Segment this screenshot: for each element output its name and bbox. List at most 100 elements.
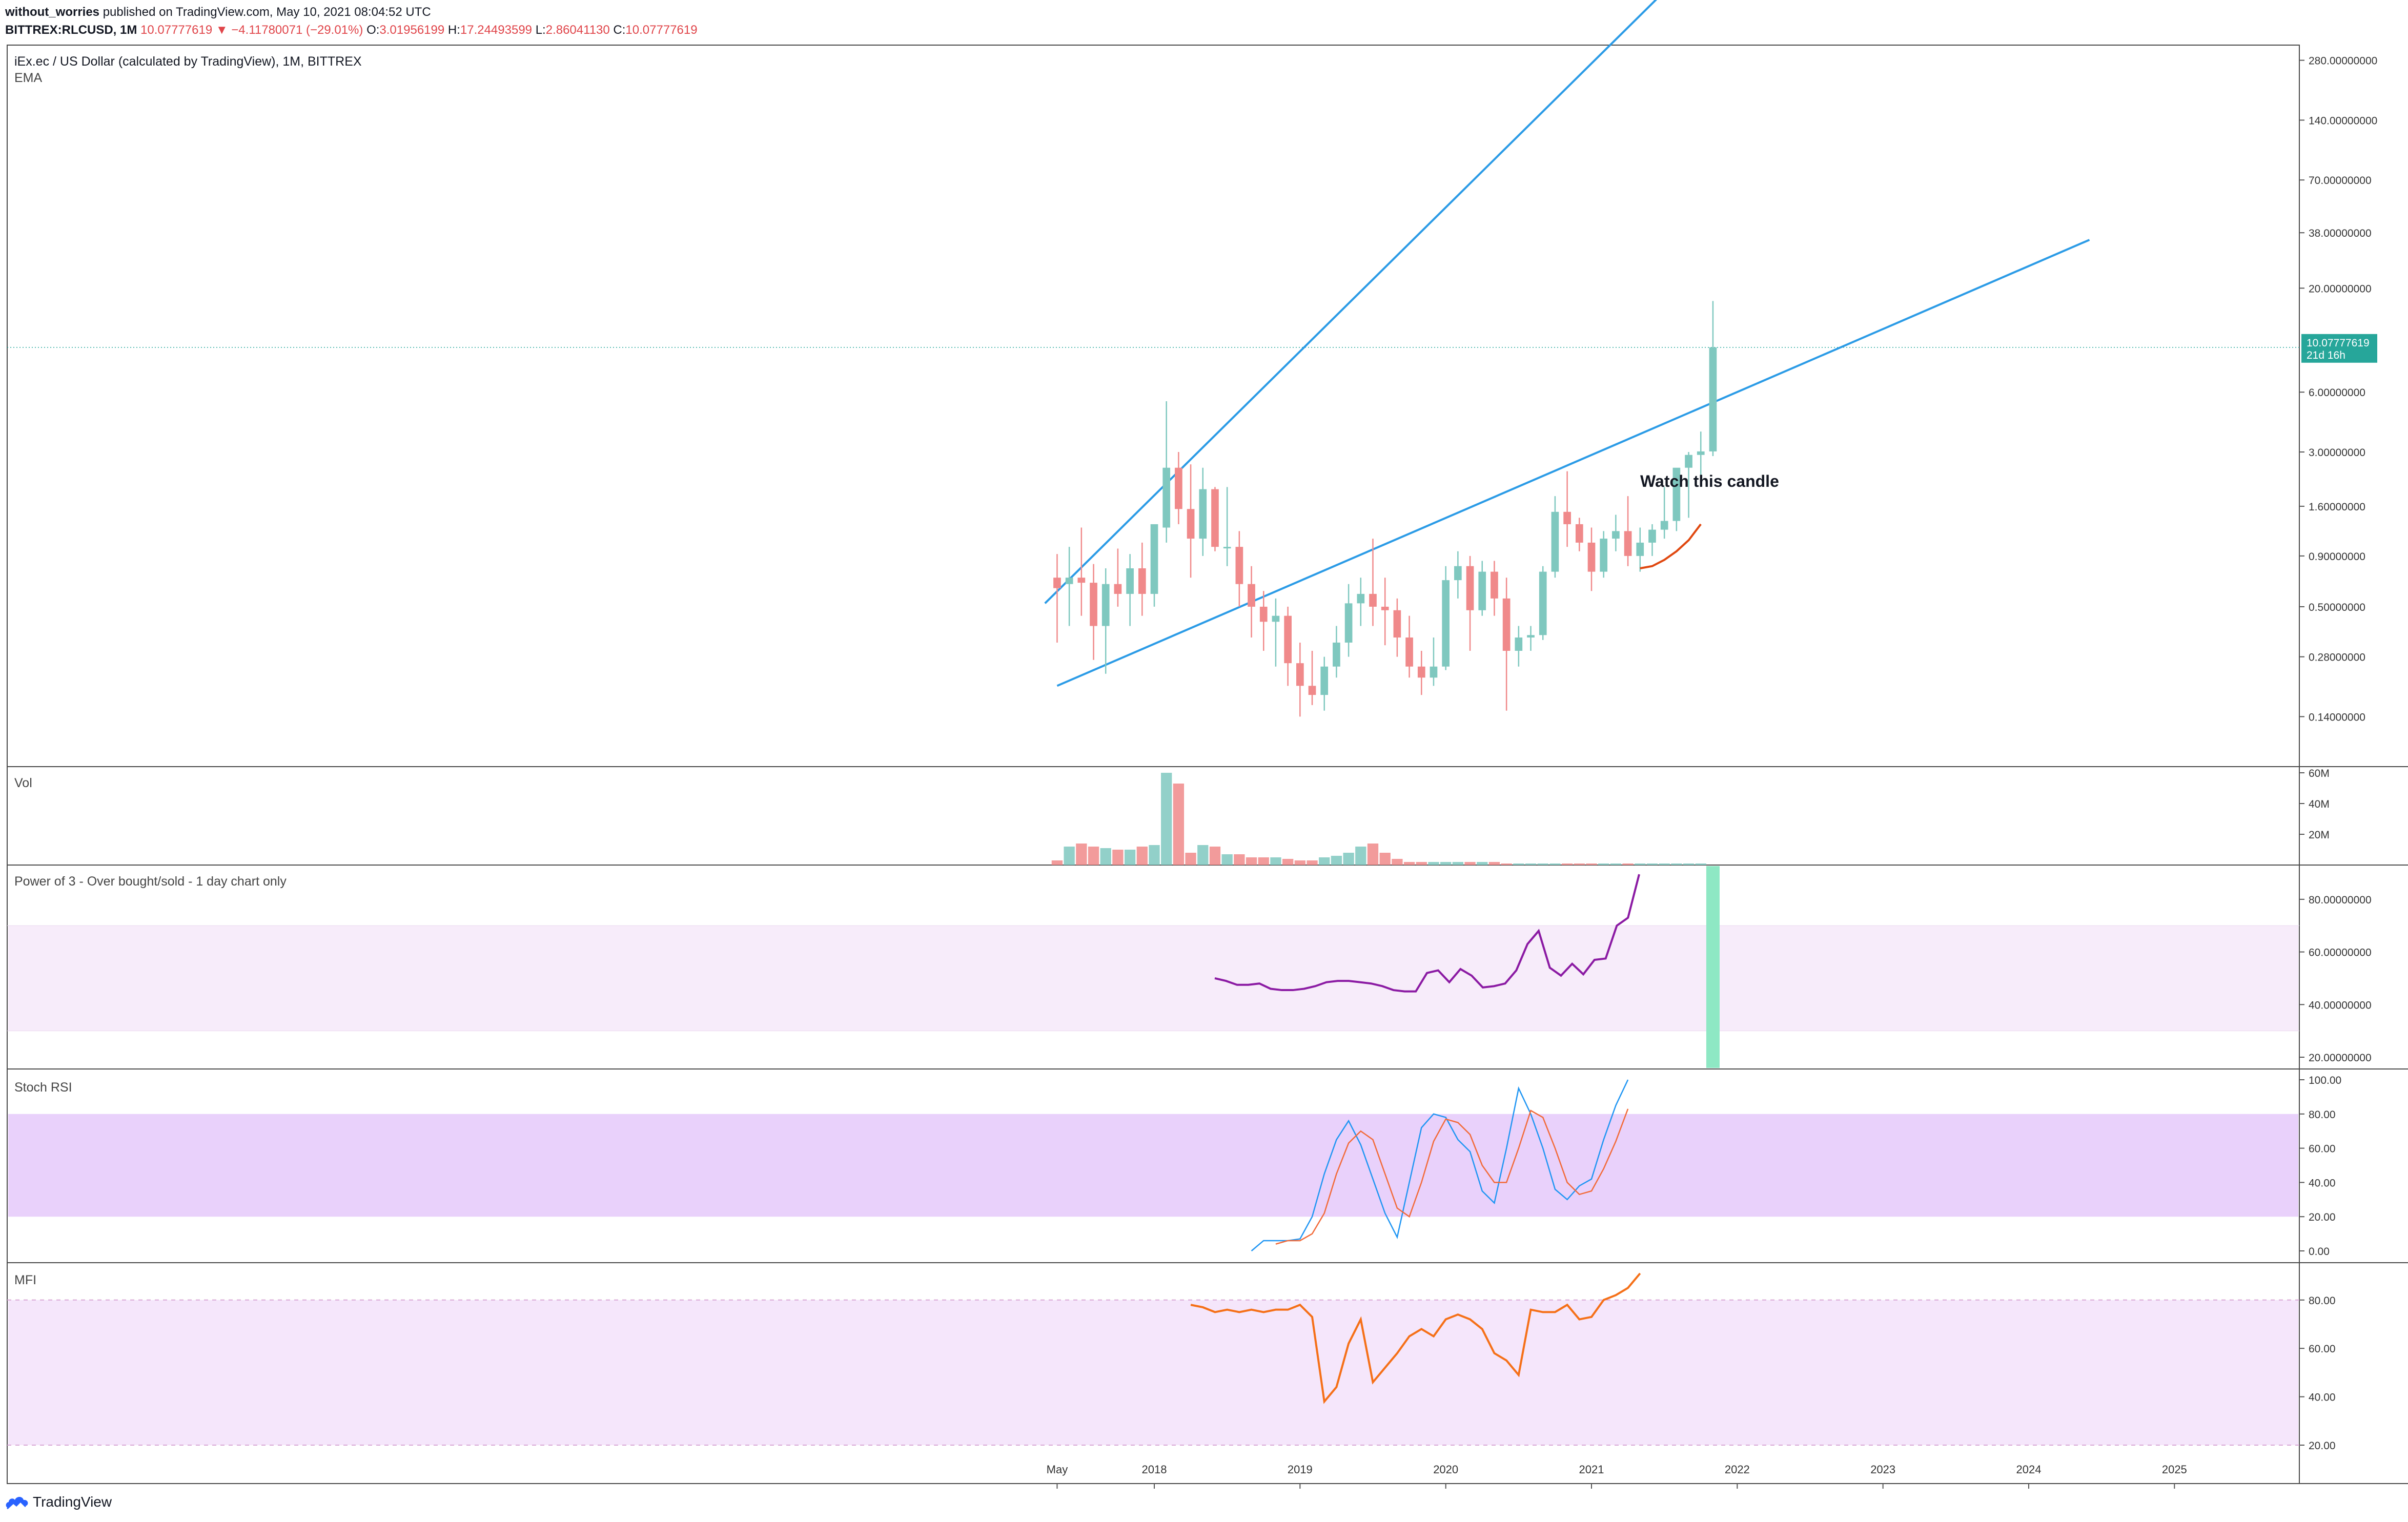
mfi-line — [1190, 1272, 1641, 1404]
candle-body — [1393, 610, 1401, 638]
price-change: −4.11780071 (−29.01%) — [231, 23, 363, 37]
candle-body — [1296, 663, 1304, 686]
vol-tick-label: 20M — [2309, 829, 2330, 841]
volume-bar — [1331, 856, 1342, 865]
volume-bar — [1683, 863, 1695, 865]
close-value: 10.07777619 — [625, 23, 698, 37]
candle-body — [1150, 524, 1158, 594]
candle-body — [1587, 542, 1596, 572]
candle-body — [1466, 566, 1474, 610]
price-tick-label: 20.00000000 — [2309, 283, 2372, 295]
volume-bar — [1464, 862, 1476, 865]
power3-tick-label: 80.00000000 — [2309, 894, 2372, 906]
volume-bar — [1258, 857, 1269, 865]
stoch-line-d — [1275, 1108, 1629, 1245]
volume-bar — [1379, 853, 1391, 865]
publish-info: published on TradingView.com, May 10, 20… — [103, 5, 431, 19]
mfi-tick-label: 20.00 — [2309, 1440, 2336, 1452]
mfi-band — [8, 1300, 2298, 1445]
candle-body — [1515, 637, 1523, 651]
chart-header: without_worries published on TradingView… — [5, 3, 698, 39]
price-tick-label: 0.14000000 — [2309, 711, 2365, 723]
candle-body — [1502, 598, 1511, 651]
price-tick-label: 1.60000000 — [2309, 501, 2365, 513]
volume-bar — [1136, 847, 1148, 865]
candle-body — [1259, 606, 1268, 622]
volume-bar — [1100, 848, 1111, 865]
volume-bar — [1477, 862, 1488, 865]
candle-body — [1357, 593, 1365, 604]
stoch-tick-label: 40.00 — [2309, 1177, 2336, 1189]
candle-body — [1685, 455, 1692, 468]
vol-tick-label: 60M — [2309, 768, 2330, 779]
candle-body — [1527, 635, 1535, 638]
mfi-tick-label: 60.00 — [2309, 1343, 2336, 1355]
candle-body — [1344, 603, 1353, 643]
volume-bar — [1088, 847, 1099, 865]
volume-bar — [1574, 863, 1585, 865]
volume-bar — [1294, 860, 1305, 865]
candle-body — [1114, 584, 1122, 594]
volume-bar — [1695, 863, 1706, 865]
volume-bar — [1635, 863, 1646, 865]
volume-bar — [1525, 863, 1537, 865]
stoch-rsi-pane-title: Stoch RSI — [14, 1080, 72, 1095]
volume-bar — [1209, 847, 1221, 865]
candle-body — [1575, 524, 1583, 543]
time-tick-label: 2021 — [1579, 1463, 1604, 1476]
volume-bar — [1221, 854, 1233, 865]
time-tick-label: May — [1047, 1463, 1068, 1476]
candle-body — [1491, 571, 1498, 599]
candle-body — [1636, 542, 1644, 556]
time-tick-label: 2018 — [1142, 1463, 1167, 1476]
power3-tick-label: 40.00000000 — [2309, 999, 2372, 1011]
tradingview-logo[interactable]: TradingView — [5, 1494, 112, 1510]
volume-bar — [1501, 863, 1512, 865]
price-tick-label: 70.00000000 — [2309, 175, 2372, 187]
candle-body — [1284, 615, 1292, 664]
candle-body — [1539, 571, 1547, 635]
volume-bar — [1234, 854, 1245, 865]
volume-bar — [1343, 853, 1354, 865]
candle-body — [1369, 593, 1377, 607]
mfi-tick-label: 80.00 — [2309, 1295, 2336, 1307]
candle-body — [1417, 666, 1425, 678]
volume-bar — [1064, 847, 1075, 865]
volume-bar — [1561, 863, 1573, 865]
candle-body — [1126, 568, 1134, 594]
watch-candle-annotation: Watch this candle — [1640, 472, 1779, 490]
high-value: 17.24493599 — [460, 23, 533, 37]
candle-body — [1065, 578, 1073, 584]
volume-bar — [1161, 773, 1172, 865]
volume-bar — [1051, 860, 1063, 865]
candle-body — [1053, 578, 1061, 588]
candle-body — [1709, 347, 1717, 451]
volume-bar — [1355, 847, 1366, 865]
volume-bar — [1112, 850, 1124, 865]
volume-bar — [1452, 862, 1464, 865]
volume-bar — [1173, 784, 1185, 865]
tradingview-brand: TradingView — [33, 1494, 112, 1510]
candle-body — [1430, 666, 1438, 678]
volume-bar — [1622, 863, 1634, 865]
ema-line — [1640, 523, 1702, 569]
candle-body — [1624, 531, 1632, 556]
candle-body — [1101, 584, 1110, 626]
volume-bar — [1197, 845, 1209, 865]
volume-bar — [1307, 860, 1318, 865]
trendline-upper — [1044, 0, 1658, 604]
current-price-badge-value: 10.07777619 — [2307, 337, 2370, 349]
power3-tick-label: 20.00000000 — [2309, 1052, 2372, 1064]
candle-body — [1175, 467, 1182, 509]
candle-body — [1697, 451, 1705, 455]
candle-body — [1600, 539, 1608, 572]
mfi-tick-label: 40.00 — [2309, 1392, 2336, 1404]
volume-bar — [1124, 850, 1136, 865]
current-price-badge — [2301, 334, 2377, 363]
price-tick-label: 140.00000000 — [2309, 115, 2377, 127]
chart-frame — [7, 45, 2300, 1484]
volume-bar — [1185, 853, 1196, 865]
volume-bar — [1586, 863, 1597, 865]
author-name[interactable]: without_worries — [5, 5, 100, 19]
